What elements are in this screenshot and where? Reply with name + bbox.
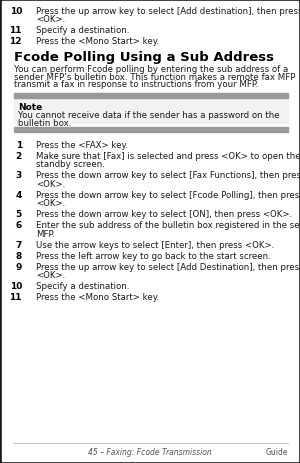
Text: Fcode Polling Using a Sub Address: Fcode Polling Using a Sub Address: [14, 51, 274, 64]
Text: 4: 4: [16, 191, 22, 200]
Text: Press the <Mono Start> key.: Press the <Mono Start> key.: [36, 293, 159, 302]
Text: 45 – Faxing: Fcode Transmission: 45 – Faxing: Fcode Transmission: [88, 447, 212, 456]
Text: 11: 11: [10, 26, 22, 35]
Text: Press the <Mono Start> key.: Press the <Mono Start> key.: [36, 37, 159, 45]
Text: 2: 2: [16, 152, 22, 161]
Text: Use the arrow keys to select [Enter], then press <OK>.: Use the arrow keys to select [Enter], th…: [36, 240, 274, 250]
Text: 10: 10: [10, 282, 22, 291]
Text: 12: 12: [10, 37, 22, 45]
Text: MFP.: MFP.: [36, 230, 55, 238]
Bar: [14, 128, 288, 133]
Text: 10: 10: [10, 7, 22, 16]
Text: Press the left arrow key to go back to the start screen.: Press the left arrow key to go back to t…: [36, 251, 271, 260]
Text: 9: 9: [16, 263, 22, 271]
Text: Enter the sub address of the bulletin box registered in the sender: Enter the sub address of the bulletin bo…: [36, 221, 300, 230]
Text: Press the down arrow key to select [ON], then press <OK>.: Press the down arrow key to select [ON],…: [36, 210, 292, 219]
Bar: [14, 94, 288, 98]
Text: Guide: Guide: [266, 447, 288, 456]
Text: standby screen.: standby screen.: [36, 160, 105, 169]
Text: 6: 6: [16, 221, 22, 230]
Text: 5: 5: [16, 210, 22, 219]
Text: Press the up arrow key to select [Add Destination], then press: Press the up arrow key to select [Add De…: [36, 263, 300, 271]
Text: Press the down arrow key to select [Fax Functions], then press: Press the down arrow key to select [Fax …: [36, 171, 300, 180]
Text: <OK>.: <OK>.: [36, 199, 65, 208]
Text: You cannot receive data if the sender has a password on the: You cannot receive data if the sender ha…: [18, 111, 280, 120]
Text: 11: 11: [10, 293, 22, 302]
Text: 3: 3: [16, 171, 22, 180]
Bar: [14, 98, 288, 123]
Text: 7: 7: [16, 240, 22, 250]
Text: bulletin box.: bulletin box.: [18, 118, 71, 127]
Text: You can perform Fcode polling by entering the sub address of a: You can perform Fcode polling by enterin…: [14, 65, 288, 74]
Text: <OK>.: <OK>.: [36, 180, 65, 188]
Text: Press the down arrow key to select [Fcode Polling], then press: Press the down arrow key to select [Fcod…: [36, 191, 300, 200]
Text: Press the up arrow key to select [Add destination], then press: Press the up arrow key to select [Add de…: [36, 7, 300, 16]
Text: 8: 8: [16, 251, 22, 260]
Text: sender MFP’s bulletin box. This function makes a remote fax MFP: sender MFP’s bulletin box. This function…: [14, 72, 296, 81]
Text: Press the <FAX> key.: Press the <FAX> key.: [36, 141, 128, 150]
Text: Note: Note: [18, 102, 42, 111]
Text: Make sure that [Fax] is selected and press <OK> to open the fax: Make sure that [Fax] is selected and pre…: [36, 152, 300, 161]
Text: 1: 1: [16, 141, 22, 150]
Text: Specify a destination.: Specify a destination.: [36, 282, 129, 291]
Text: <OK>.: <OK>.: [36, 15, 65, 25]
Text: transmit a fax in response to instructions from your MFP.: transmit a fax in response to instructio…: [14, 80, 258, 89]
Text: Specify a destination.: Specify a destination.: [36, 26, 129, 35]
Text: <OK>.: <OK>.: [36, 271, 65, 280]
